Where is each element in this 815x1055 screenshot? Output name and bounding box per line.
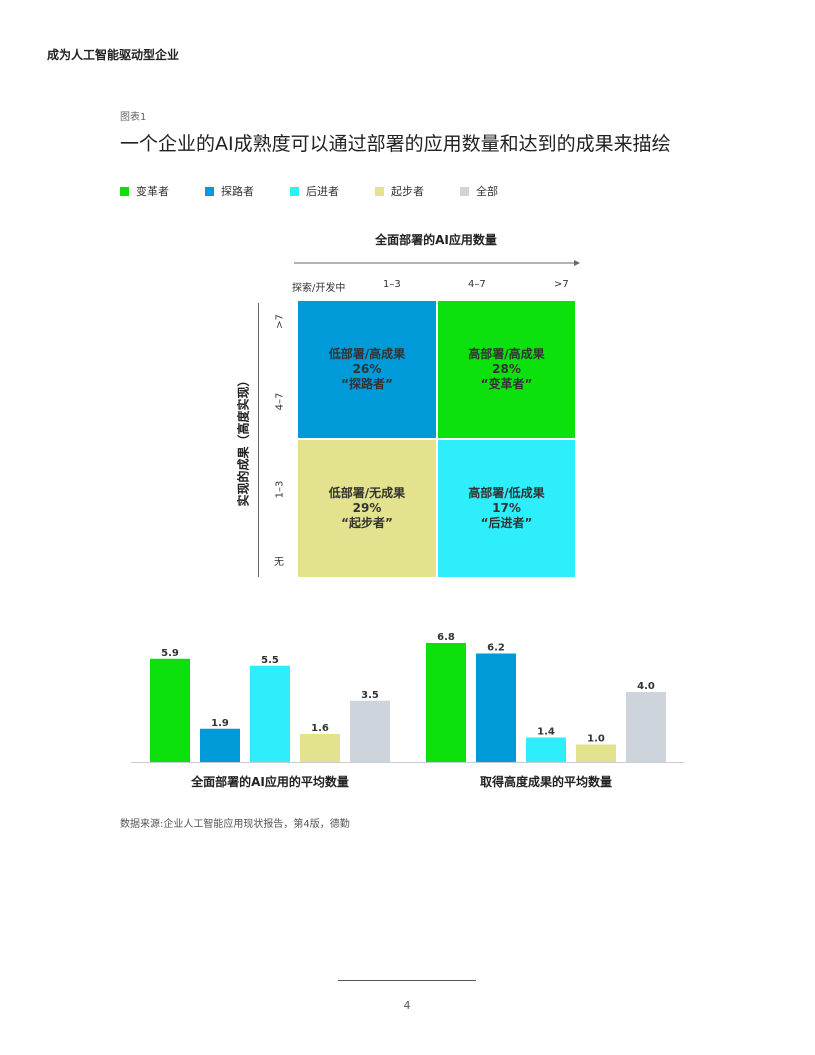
legend-item-starters: 起步者 [375,183,424,199]
matrix-x-tick: >7 [554,279,569,290]
matrix-y-axis-title: 实现的成果（高度实现） [236,374,251,507]
report-header: 成为人工智能驱动型企业 [47,48,180,62]
bar-value-label: 6.8 [437,632,455,643]
bar [150,658,190,762]
matrix-y-axis-line [258,303,259,577]
matrix-y-tick: >7 [274,314,286,329]
bar-value-label: 5.9 [161,648,179,659]
bar [350,700,390,762]
quadrant-percent: 26% [352,362,382,376]
bar-value-label: 4.0 [637,681,655,692]
quadrant-transformers: 高部署/高成果 28% “变革者” [438,301,575,438]
bar [200,728,240,762]
category-label: 全面部署的AI应用的平均数量 [190,774,349,789]
source-note: 数据来源:企业人工智能应用现状报告，第4版，德勤 [120,819,350,830]
legend-label: 起步者 [391,185,424,198]
bar [526,737,566,762]
quadrant-description: 高部署/低成果 [468,486,545,500]
legend-label: 探路者 [221,185,254,198]
legend-swatch [460,186,469,196]
quadrant-percent: 17% [492,501,521,515]
quadrant-description: 低部署/无成果 [328,486,406,500]
quadrant-name: “起步者” [341,516,393,530]
quadrant-name: “探路者” [341,377,393,391]
legend-item-transformers: 变革者 [120,183,169,199]
legend-item-pathseekers: 探路者 [205,183,254,199]
bar-value-label: 6.2 [487,643,505,654]
matrix-x-tick: 探索/开发中 [292,283,346,294]
figure-title: 一个企业的AI成熟度可以通过部署的应用数量和达到的成果来描绘 [120,133,671,155]
quadrant-percent: 29% [352,501,382,515]
bar-value-label: 5.5 [261,655,279,666]
legend-swatch [375,186,384,196]
bar-value-label: 1.4 [537,727,555,738]
legend-label: 后进者 [306,185,339,198]
matrix-x-axis-arrow [294,260,580,266]
bar-value-label: 1.6 [311,723,329,734]
bar [476,653,516,762]
legend-swatch [290,186,299,196]
bar [576,744,616,762]
bar-value-label: 1.0 [587,734,605,745]
quadrant-underachievers: 高部署/低成果 17% “后进者” [438,440,575,577]
footer-divider [338,980,476,981]
bar-value-label: 1.9 [211,718,229,729]
quadrant-pathseekers: 低部署/高成果 26% “探路者” [298,301,436,438]
legend-label: 变革者 [136,185,169,198]
page-number: 4 [403,999,411,1012]
bar [426,643,466,762]
bar [626,692,666,762]
legend-swatch [120,186,129,196]
matrix-x-tick: 1–3 [383,279,401,290]
quadrant-starters: 低部署/无成果 29% “起步者” [298,440,436,577]
bar-chart: 5.9 1.9 5.5 1.6 3.5 全面部署的AI应用的平均数量 6.8 6.2 1.4 1.… [131,632,684,789]
legend-label: 全部 [476,185,498,198]
matrix-x-tick: 4–7 [468,279,486,290]
figure-label: 图表1 [120,112,147,123]
matrix-y-tick: 1–3 [274,480,286,499]
legend-item-underachievers: 后进者 [290,183,339,199]
quadrant-name: “后进者” [480,516,533,530]
quadrant-description: 低部署/高成果 [328,347,406,361]
category-label: 取得高度成果的平均数量 [480,774,612,789]
legend: 变革者 探路者 后进者 起步者 全部 [120,183,534,199]
legend-item-all: 全部 [460,183,498,199]
bar [300,734,340,762]
bar [250,665,290,762]
matrix-y-tick: 无 [274,557,284,568]
quadrant-percent: 28% [492,362,521,376]
quadrant-description: 高部署/高成果 [468,347,545,361]
quadrant-name: “变革者” [480,377,533,391]
bar-value-label: 3.5 [361,690,379,701]
matrix-x-axis-title: 全面部署的AI应用数量 [375,233,497,247]
legend-swatch [205,186,214,196]
matrix-y-tick: 4–7 [274,392,286,411]
